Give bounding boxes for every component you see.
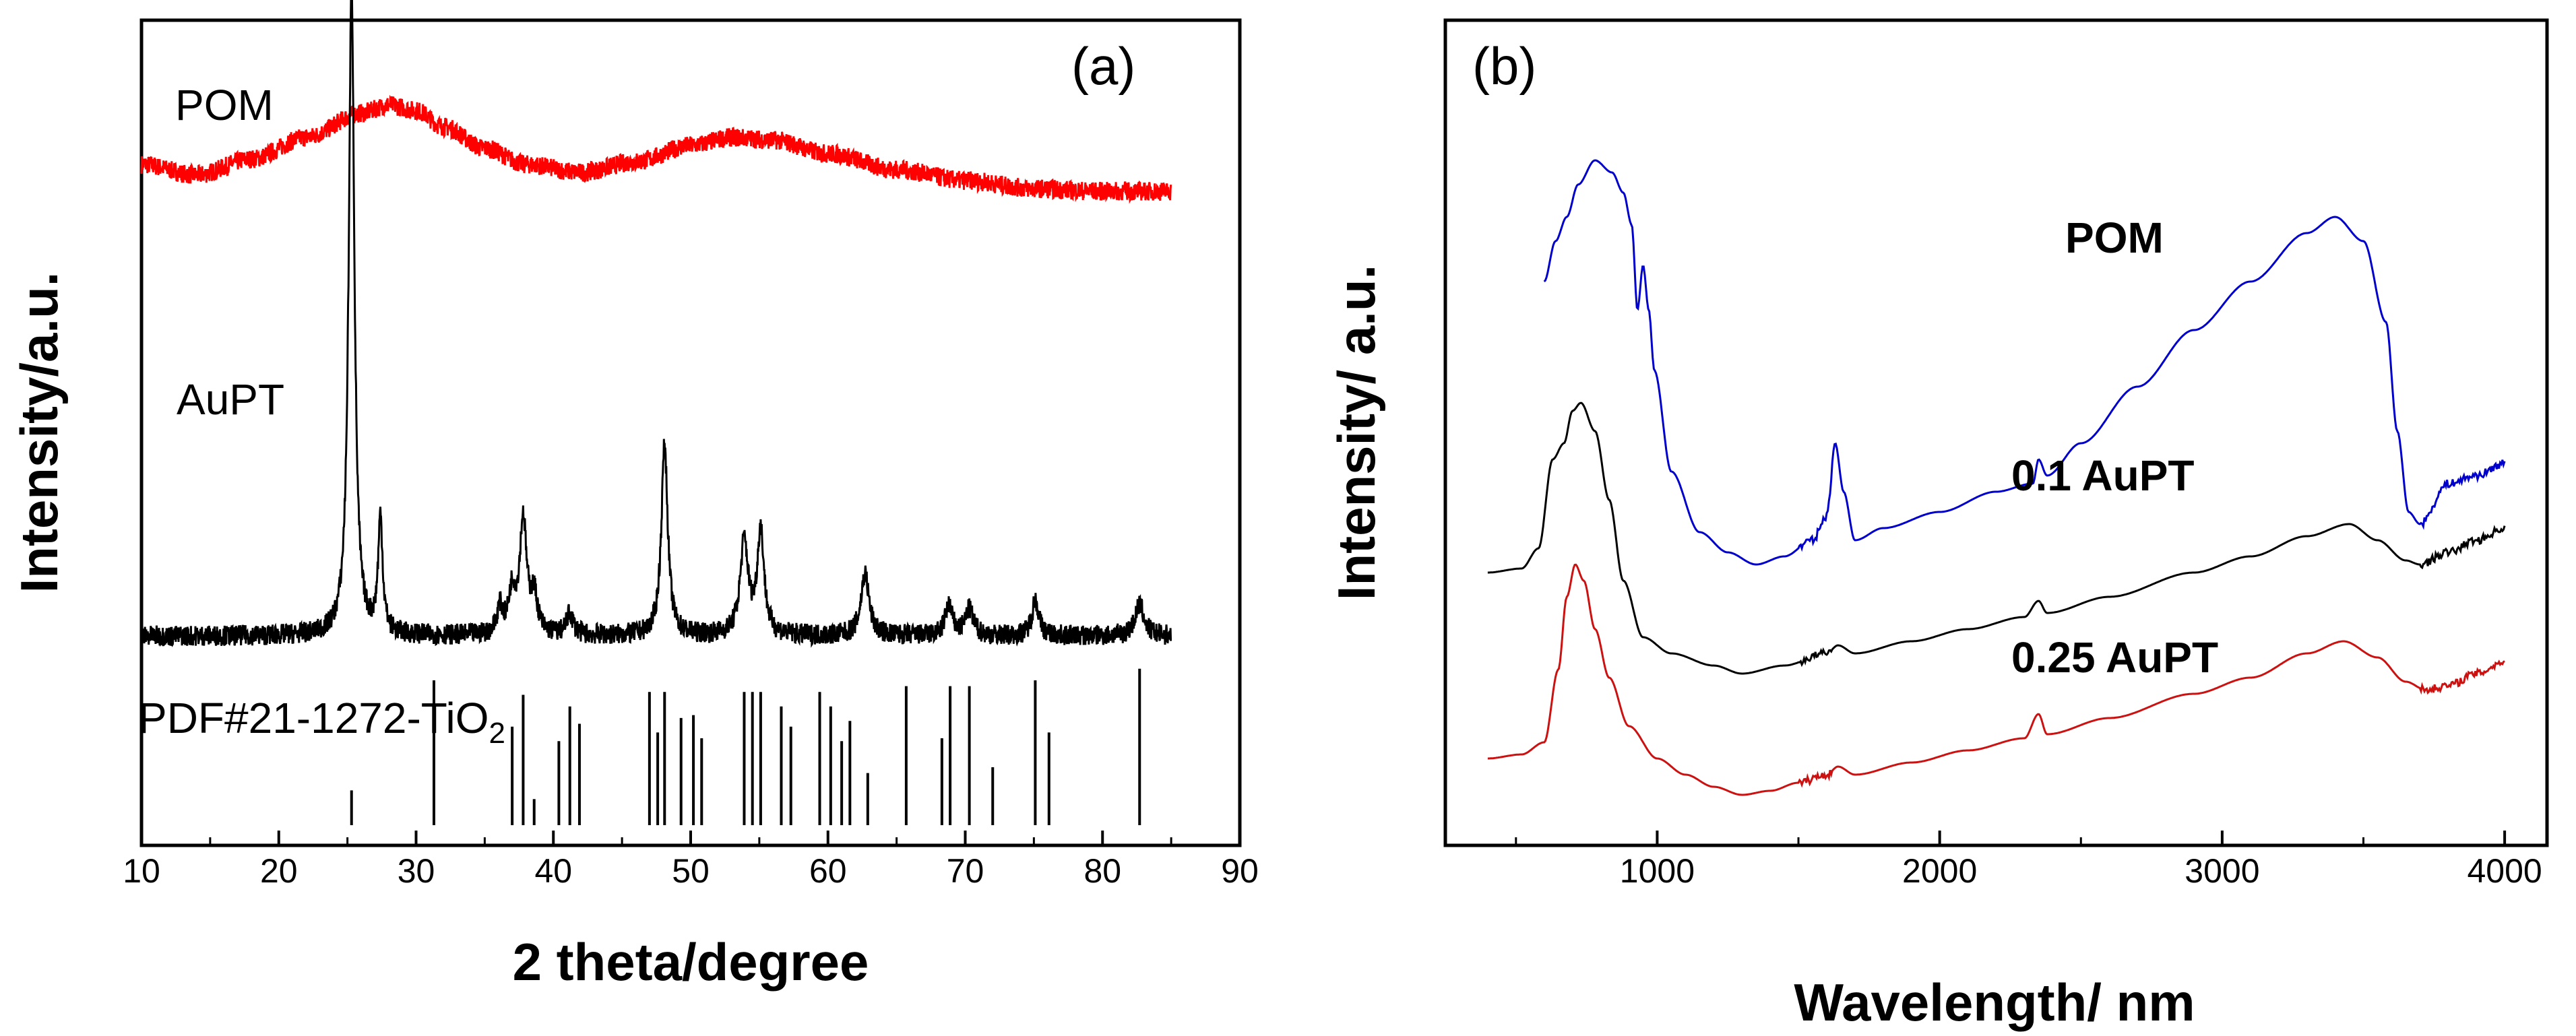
panel-a-x-tick-label: 10 (123, 852, 160, 890)
panel-b-series-label-0-1-aupt: 0.1 AuPT (2011, 451, 2194, 500)
panel-a-y-axis-title: Intensity/a.u. (9, 272, 69, 593)
panel-b-x-tick-label: 4000 (2467, 852, 2542, 890)
panel-a-x-ticks: 10 20 30 40 50 60 70 80 90 (123, 831, 1259, 890)
panel-a-x-tick-label: 40 (534, 852, 572, 890)
panel-a-x-tick-label: 20 (260, 852, 298, 890)
panel-a-series-label-pdf: PDF#21-1272-TiO2 (138, 694, 505, 750)
series-pom-line (140, 94, 1172, 204)
panel-b-y-axis-title: Intensity/ a.u. (1327, 265, 1386, 600)
panel-a: 10 20 30 40 50 60 70 80 90 (a) POM AuPT PDF#21-1… (9, 0, 1259, 992)
panel-b-frame (1443, 18, 2549, 847)
panel-a-x-tick-label: 70 (947, 852, 984, 890)
panel-a-x-axis-title: 2 theta/degree (513, 932, 869, 992)
panel-b-series-label-0-25-aupt: 0.25 AuPT (2011, 633, 2218, 682)
panel-a-x-tick-label: 90 (1221, 852, 1259, 890)
panel-a-series-label-aupt: AuPT (177, 375, 284, 424)
panel-a-plot-area (140, 0, 1172, 825)
panel-b-plot-area (1487, 159, 2506, 796)
series-0-25-aupt-line (1487, 563, 2505, 796)
panel-b: 1000 2000 3000 4000 (b) POM 0.1 AuPT 0.25 A… (1327, 18, 2549, 1032)
panel-a-x-tick-label: 30 (398, 852, 435, 890)
panel-b-x-axis-title: Wavelength/ nm (1794, 973, 2195, 1032)
panel-b-x-ticks: 1000 2000 3000 4000 (1515, 831, 2542, 890)
series-pom-line (1543, 159, 2506, 566)
panel-a-x-tick-label: 60 (809, 852, 847, 890)
panel-b-series-label-pom: POM (2065, 214, 2164, 262)
panel-a-label: (a) (1071, 36, 1135, 96)
panel-a-x-tick-label: 80 (1083, 852, 1121, 890)
panel-b-x-tick-label: 2000 (1902, 852, 1977, 890)
series-0-1-aupt-line (1487, 401, 2506, 675)
subscript-2: 2 (489, 717, 505, 750)
panel-b-label: (b) (1472, 36, 1536, 96)
series-aupt-line (140, 0, 1172, 648)
panel-b-x-tick-label: 3000 (2185, 852, 2259, 890)
panel-b-x-tick-label: 1000 (1620, 852, 1695, 890)
panel-a-x-tick-label: 50 (672, 852, 710, 890)
panel-a-series-label-pom: POM (175, 81, 274, 129)
